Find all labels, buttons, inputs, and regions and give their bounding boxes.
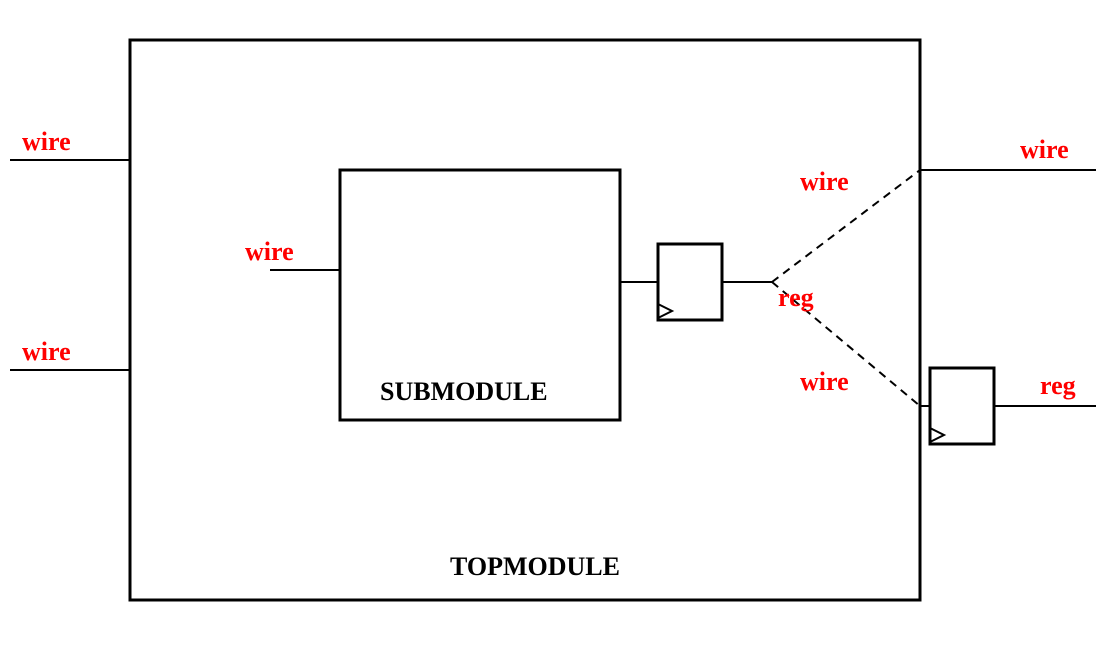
label-wire_branch_down: wire — [800, 367, 849, 396]
label-reg_out: reg — [1040, 371, 1076, 400]
submodule-label: SUBMODULE — [380, 377, 548, 406]
label-wire_branch_up: wire — [800, 167, 849, 196]
label-wire_in_bot: wire — [22, 337, 71, 366]
topmodule-label: TOPMODULE — [450, 552, 620, 581]
label-wire_out_top: wire — [1020, 135, 1069, 164]
label-wire_in_top: wire — [22, 127, 71, 156]
label-wire_sub_in: wire — [245, 237, 294, 266]
label-reg_inner: reg — [778, 283, 814, 312]
